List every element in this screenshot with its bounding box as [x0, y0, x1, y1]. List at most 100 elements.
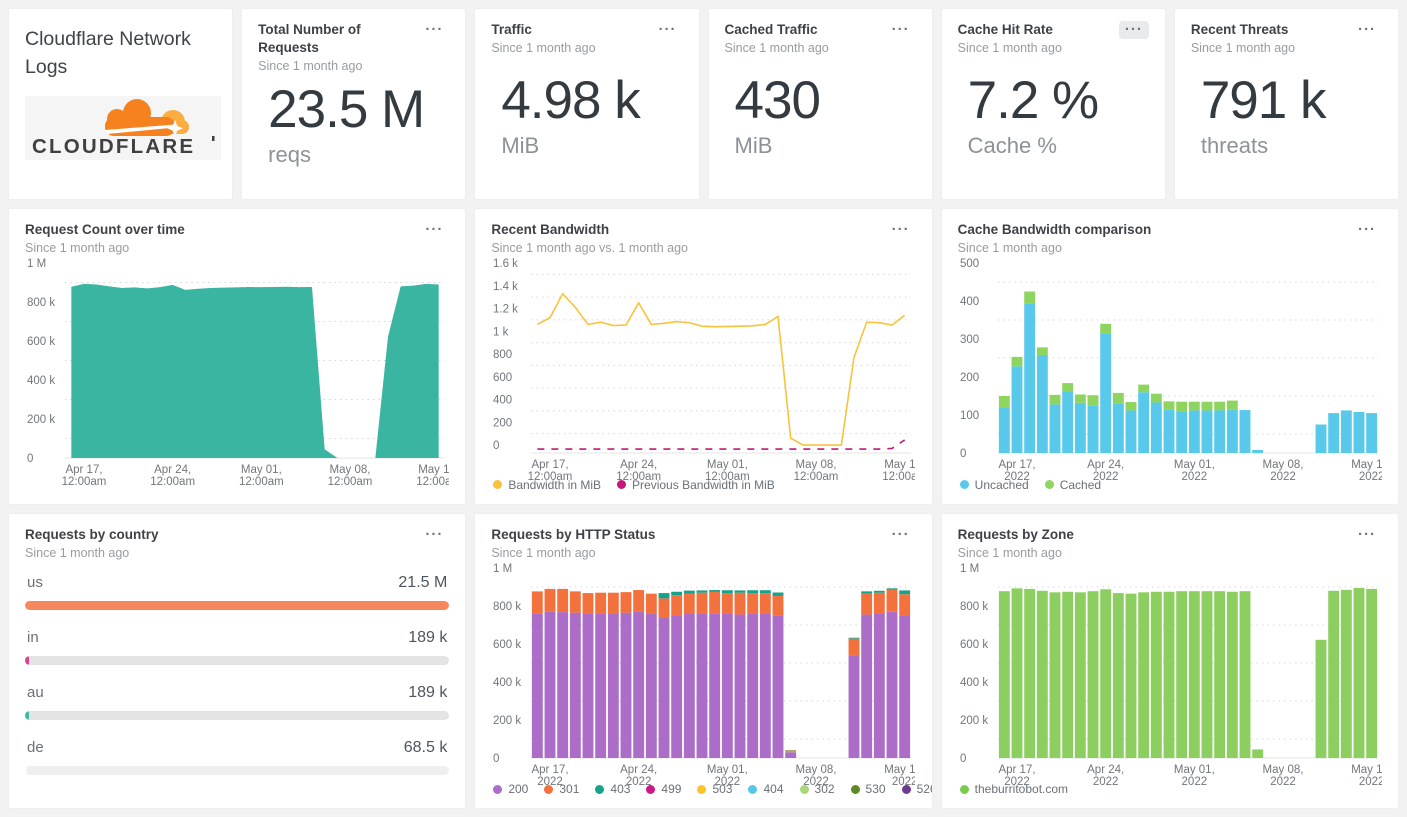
legend-label: Previous Bandwidth in MiB: [632, 477, 775, 492]
stat-panel-recent-threats: Recent Threats Since 1 month ago 791 k t…: [1173, 8, 1399, 200]
legend-item[interactable]: Cached: [1044, 477, 1102, 492]
svg-text:400 k: 400 k: [27, 375, 55, 387]
panel-subtitle: Since 1 month ago: [957, 545, 1062, 560]
legend-item[interactable]: 301: [544, 782, 579, 796]
stat-panel-cached-traffic: Cached Traffic Since 1 month ago 430 MiB: [707, 8, 933, 200]
panel-menu-button[interactable]: [1118, 21, 1149, 39]
svg-text:800: 800: [493, 349, 512, 361]
panel-subtitle: Since 1 month ago: [491, 41, 596, 56]
chart-legend: Bandwidth in MiB Previous Bandwidth in Mi…: [491, 473, 915, 492]
legend-label: 530: [865, 782, 886, 796]
legend-item[interactable]: Bandwidth in MiB: [493, 478, 601, 492]
panel-menu-button[interactable]: [886, 526, 916, 544]
svg-text:800 k: 800 k: [960, 601, 988, 613]
dashboard-title-panel: Cloudflare Network Logs CLOUDFLARE: [8, 8, 234, 200]
cache-bandwidth-chart[interactable]: 0 100 200 300 400 500 Apr 17, 2022 Apr 24, 2022 Ma…: [958, 255, 1382, 483]
gauge-fill: [25, 600, 450, 610]
panel-title: Request Count over time: [25, 222, 185, 237]
panel-menu-button[interactable]: [653, 21, 683, 39]
legend-item[interactable]: 302: [799, 782, 835, 796]
legend-item[interactable]: 503: [697, 782, 732, 796]
legend-item[interactable]: 403: [595, 782, 630, 796]
stat-panel-total-requests: Total Number of Requests Since 1 month a…: [241, 8, 467, 200]
panel-menu-button[interactable]: [1352, 221, 1382, 239]
request-count-chart[interactable]: 0 200 k 400 k 600 k 800 k 1 M Apr 17, 12:00am Ap…: [25, 255, 449, 491]
country-value: 189 k: [408, 628, 448, 646]
panel-requests-by-zone: Requests by Zone Since 1 month ago 0 200 …: [940, 512, 1399, 809]
panel-title: Requests by Zone: [957, 526, 1074, 542]
gauge-track: [25, 600, 450, 610]
country-gauge-row: in 189 k: [25, 628, 450, 665]
svg-text:200 k: 200 k: [960, 715, 988, 727]
stat-unit: reqs: [268, 142, 311, 168]
svg-text:Apr 17,2022: Apr 17, 2022: [998, 764, 1035, 788]
legend-item[interactable]: Uncached: [959, 478, 1029, 492]
chart-legend: 200301403499503404302530526524: [491, 777, 932, 796]
zone-chart[interactable]: 0 200 k 400 k 600 k 800 k 1 M Apr 17, 2022 Apr 2…: [958, 560, 1382, 788]
panel-subtitle: Since 1 month ago: [25, 545, 130, 560]
legend-dot-icon: [959, 784, 969, 794]
panel-subtitle: Since 1 month ago: [724, 41, 829, 56]
svg-text:400 k: 400 k: [960, 677, 988, 689]
panel-subtitle: Since 1 month ago: [491, 545, 596, 560]
panel-menu-button[interactable]: [419, 221, 449, 239]
country-bar-gauge-list: us 21.5 M in 189 k au 189 k de 68.5 k: [25, 560, 450, 796]
recent-bandwidth-chart[interactable]: 0 200 400 600 800 1 k 1.2 k 1.4 k 1.6 k Apr 17, 12…: [491, 255, 915, 483]
gauge-fill: [25, 765, 28, 775]
chart-legend: Uncached Cached: [958, 473, 1382, 492]
legend-item[interactable]: 200: [493, 782, 528, 796]
svg-text:300: 300: [960, 334, 979, 346]
panel-menu-button[interactable]: [886, 21, 916, 39]
country-value: 68.5 k: [403, 738, 448, 756]
panel-title: Cached Traffic: [724, 22, 818, 37]
legend-item[interactable]: 404: [748, 782, 784, 796]
svg-text:May 15,2022: May 15,2022: [885, 764, 916, 788]
panel-title: Cache Bandwidth comparison: [957, 222, 1152, 237]
panel-menu-button[interactable]: [419, 526, 449, 544]
panel-menu-button[interactable]: [419, 21, 449, 39]
panel-subtitle: Since 1 month ago: [957, 41, 1062, 56]
panel-subtitle: Since 1 month ago vs. 1 month ago: [491, 241, 688, 256]
svg-text:400: 400: [493, 395, 512, 407]
legend-dot-icon: [544, 784, 554, 794]
svg-text:600: 600: [493, 372, 512, 384]
svg-text:Apr 17,12:00am: Apr 17, 12:00am: [528, 459, 573, 483]
svg-text:1 M: 1 M: [960, 563, 979, 575]
svg-text:600 k: 600 k: [493, 639, 521, 651]
panel-menu-button[interactable]: [886, 221, 916, 239]
legend-item[interactable]: 526: [901, 782, 932, 796]
legend-item[interactable]: 530: [850, 782, 886, 796]
panel-title: Total Number of Requests: [258, 22, 361, 56]
legend-item[interactable]: theburritobot.com: [959, 782, 1068, 796]
svg-text:1 k: 1 k: [493, 326, 509, 338]
stat-unit: Cache %: [967, 132, 1057, 158]
svg-text:100: 100: [960, 410, 979, 422]
svg-text:May 08,12:00am: May 08, 12:00am: [328, 464, 373, 488]
stat-panel-traffic: Traffic Since 1 month ago 4.98 k MiB: [474, 8, 700, 200]
http-status-chart[interactable]: 0 200 k 400 k 600 k 800 k 1 M Apr 17, 2022 Apr 2…: [491, 560, 915, 788]
svg-text:1 M: 1 M: [493, 563, 512, 575]
svg-text:May 01,2022: May 01, 2022: [1174, 764, 1215, 788]
legend-item[interactable]: Previous Bandwidth in MiB: [617, 478, 775, 492]
gauge-track: [25, 710, 450, 720]
panel-menu-button[interactable]: [1352, 526, 1382, 544]
legend-dot-icon: [799, 784, 809, 794]
svg-text:200 k: 200 k: [493, 715, 521, 727]
legend-label: Cached: [1059, 477, 1102, 492]
svg-text:600 k: 600 k: [960, 639, 988, 651]
country-gauge-row: au 189 k: [25, 684, 450, 720]
panel-menu-button[interactable]: [1352, 21, 1382, 39]
svg-text:Apr 24,12:00am: Apr 24, 12:00am: [617, 459, 662, 483]
panel-subtitle: Since 1 month ago: [957, 241, 1062, 256]
stat-value: 430: [734, 71, 821, 131]
stat-value: 4.98 k: [501, 71, 640, 131]
legend-label: 301: [559, 782, 580, 796]
legend-dot-icon: [850, 784, 860, 794]
stat-unit: threats: [1200, 132, 1269, 158]
cloudflare-logo-text: CLOUDFLARE: [32, 135, 195, 158]
stat-unit: MiB: [501, 132, 540, 158]
svg-text:Apr 24,2022: Apr 24, 2022: [620, 764, 657, 788]
legend-item[interactable]: 499: [646, 782, 681, 796]
svg-text:400 k: 400 k: [493, 677, 521, 689]
